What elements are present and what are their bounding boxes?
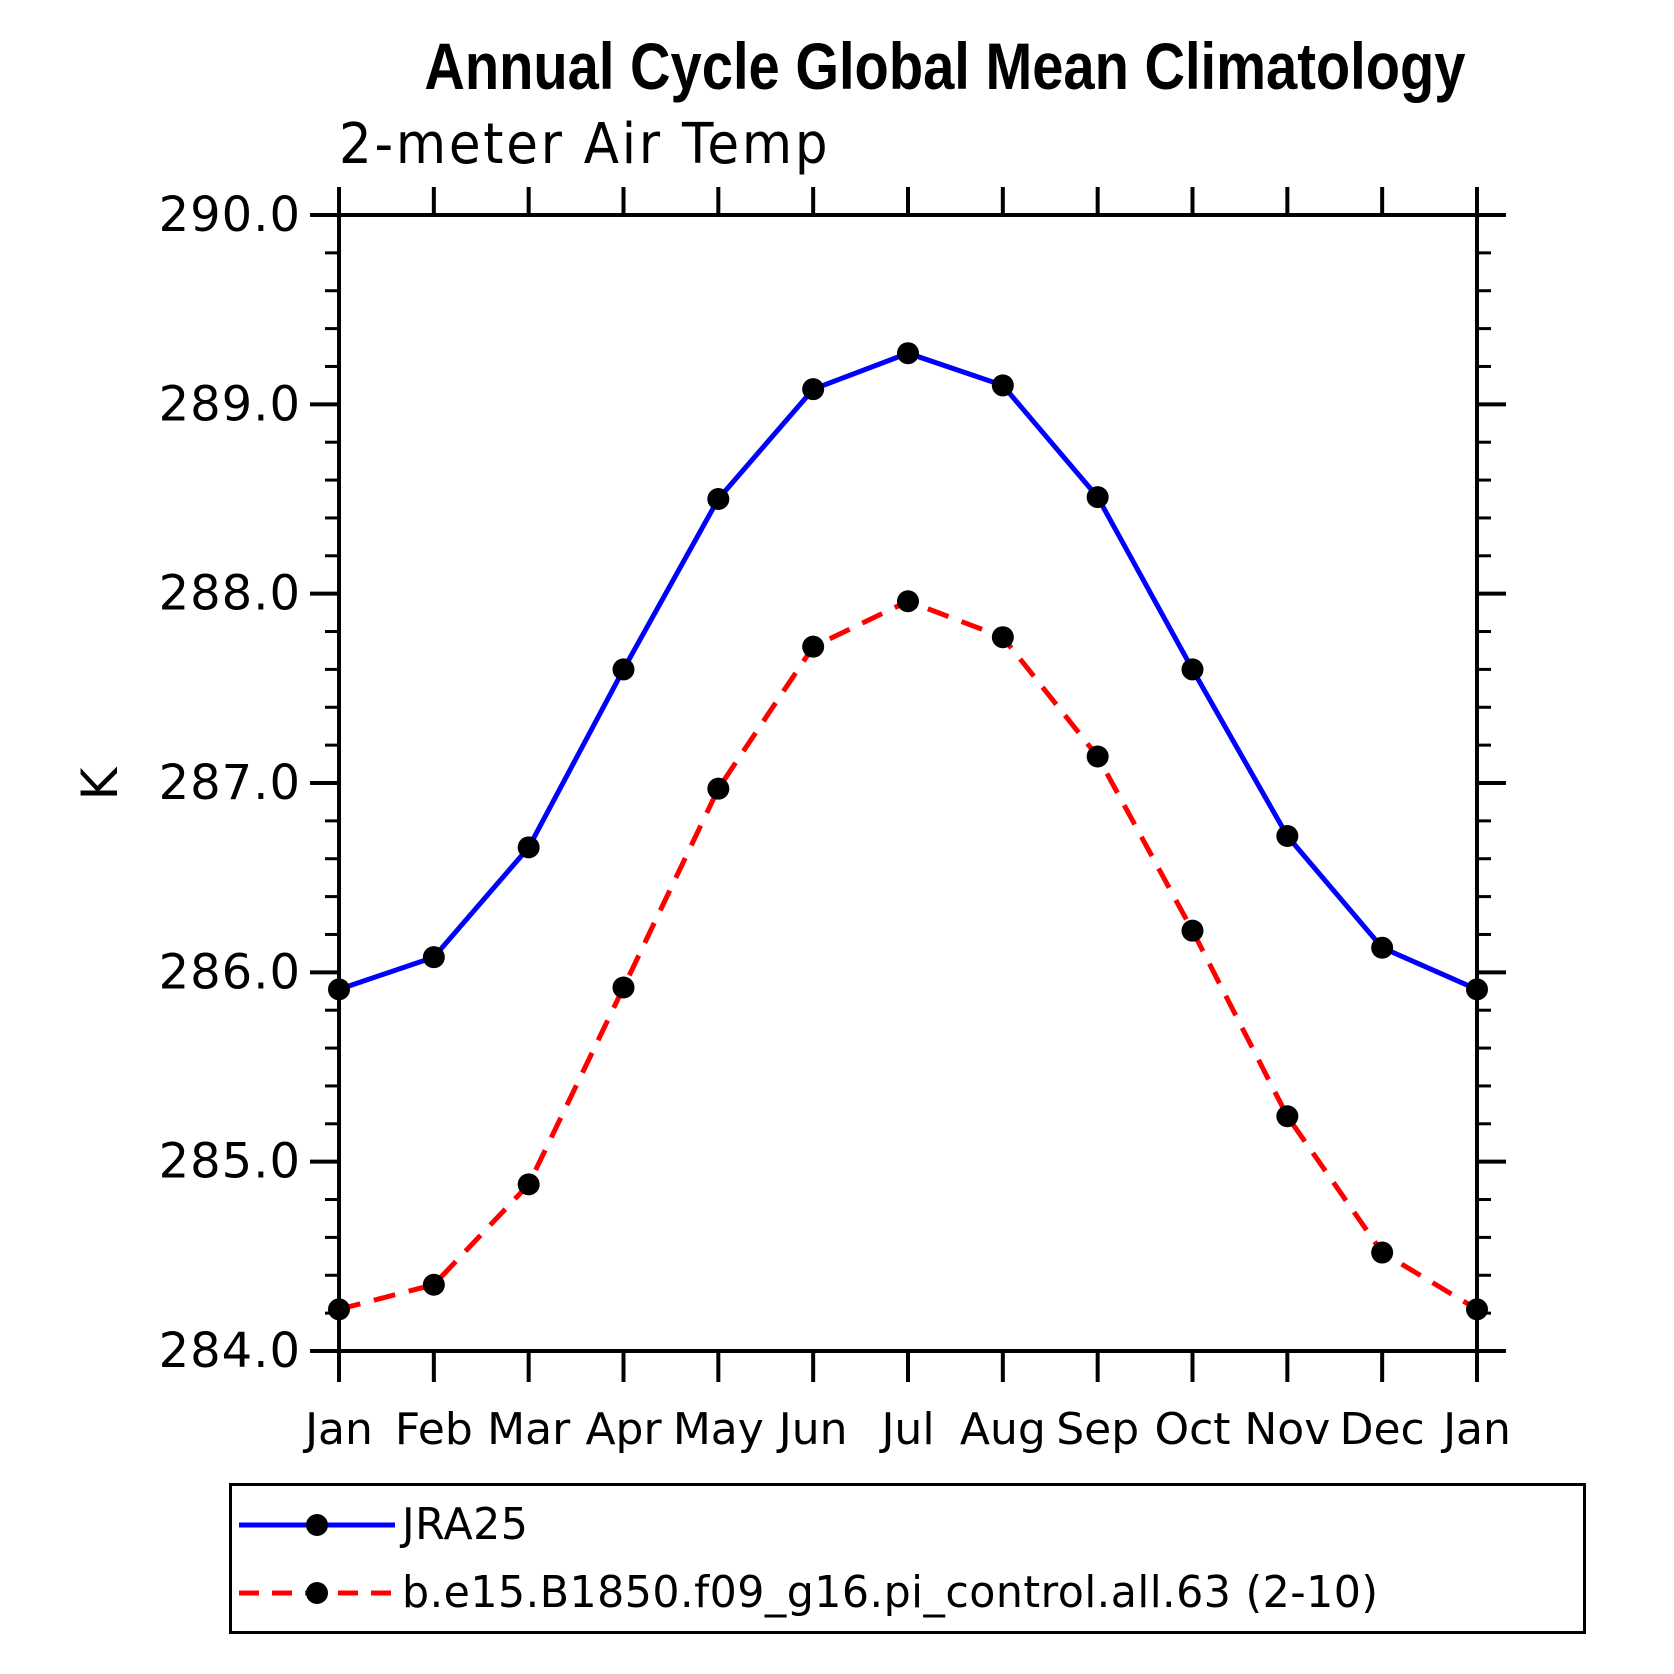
data-point (612, 976, 635, 999)
legend-marker-dot (306, 1513, 328, 1536)
data-point (991, 374, 1014, 397)
legend-entry-jra25: JRA25 (232, 1491, 1583, 1559)
y-tick-label: 289.0 (159, 376, 301, 432)
legend-label: b.e15.B1850.f09_g16.pi_control.all.63 (2… (402, 1567, 1379, 1618)
x-tick-label: Jan (1440, 1404, 1511, 1455)
y-tick-label: 285.0 (159, 1134, 301, 1190)
legend-line-sample-dashed (239, 1581, 395, 1604)
legend-marker-dot (306, 1581, 328, 1604)
data-point (1276, 825, 1299, 848)
x-tick-label: Jun (776, 1404, 848, 1455)
x-tick-label: May (673, 1404, 764, 1455)
y-tick-label: 290.0 (159, 187, 301, 243)
x-tick-label: Oct (1154, 1404, 1230, 1455)
data-point (1466, 978, 1488, 1001)
x-tick-label: Apr (585, 1404, 662, 1455)
data-point (1466, 1298, 1488, 1321)
y-axis-tick-labels: 284.0 285.0 286.0 287.0 288.0 289.0 290.0 (159, 187, 301, 1379)
data-point (802, 378, 825, 401)
x-tick-label: Nov (1244, 1404, 1330, 1455)
y-tick-label: 284.0 (159, 1323, 301, 1379)
data-point (517, 836, 540, 859)
x-tick-label: Jul (878, 1404, 934, 1455)
x-tick-label: Feb (395, 1404, 473, 1455)
series-markers (328, 590, 1488, 1321)
data-point (1181, 658, 1204, 681)
data-point (707, 777, 730, 800)
data-point (517, 1173, 540, 1196)
y-tick-label: 286.0 (159, 944, 301, 1000)
legend-box: JRA25 b.e15.B1850.f09_g16.pi_control.all… (229, 1483, 1586, 1634)
y-axis-title: K (71, 767, 129, 801)
x-tick-label: Sep (1056, 1404, 1139, 1455)
legend-line-sample-solid (239, 1513, 395, 1536)
data-point (991, 626, 1014, 649)
legend-entry-model: b.e15.B1850.f09_g16.pi_control.all.63 (2… (232, 1559, 1583, 1627)
data-point (328, 978, 350, 1001)
chart-title: Annual Cycle Global Mean Climatology (424, 29, 1466, 103)
plot-frame (337, 213, 1479, 1353)
data-point (612, 658, 635, 681)
data-point (1276, 1105, 1299, 1128)
series-line-obs (338, 350, 1479, 992)
data-point (897, 590, 919, 613)
series-markers (328, 342, 1488, 1001)
x-tick-label: Aug (960, 1404, 1046, 1455)
data-point (328, 1298, 350, 1321)
chart-subtitle: 2-meter Air Temp (339, 112, 831, 177)
x-tick-label: Dec (1340, 1404, 1425, 1455)
x-tick-label: Jan (302, 1404, 373, 1455)
legend-label: JRA25 (402, 1499, 529, 1550)
data-point (1371, 936, 1394, 959)
series-line-model (338, 598, 1479, 1312)
data-point (897, 342, 919, 365)
y-tick-label: 287.0 (159, 755, 301, 811)
data-point (422, 1273, 445, 1296)
x-axis-tick-labels: Jan Feb Mar Apr May Jun Jul Aug Sep Oct Nov Dec Jan (302, 1404, 1511, 1455)
data-point (1086, 486, 1109, 509)
data-point (422, 946, 445, 969)
y-axis-ticks (310, 213, 1506, 1353)
x-tick-label: Mar (487, 1404, 571, 1455)
x-axis-ticks (337, 187, 1479, 1382)
data-point (707, 488, 730, 510)
y-tick-label: 288.0 (159, 566, 301, 622)
data-point (1371, 1241, 1394, 1264)
data-point (1086, 745, 1109, 768)
data-point (802, 635, 825, 658)
data-point (1181, 919, 1204, 942)
